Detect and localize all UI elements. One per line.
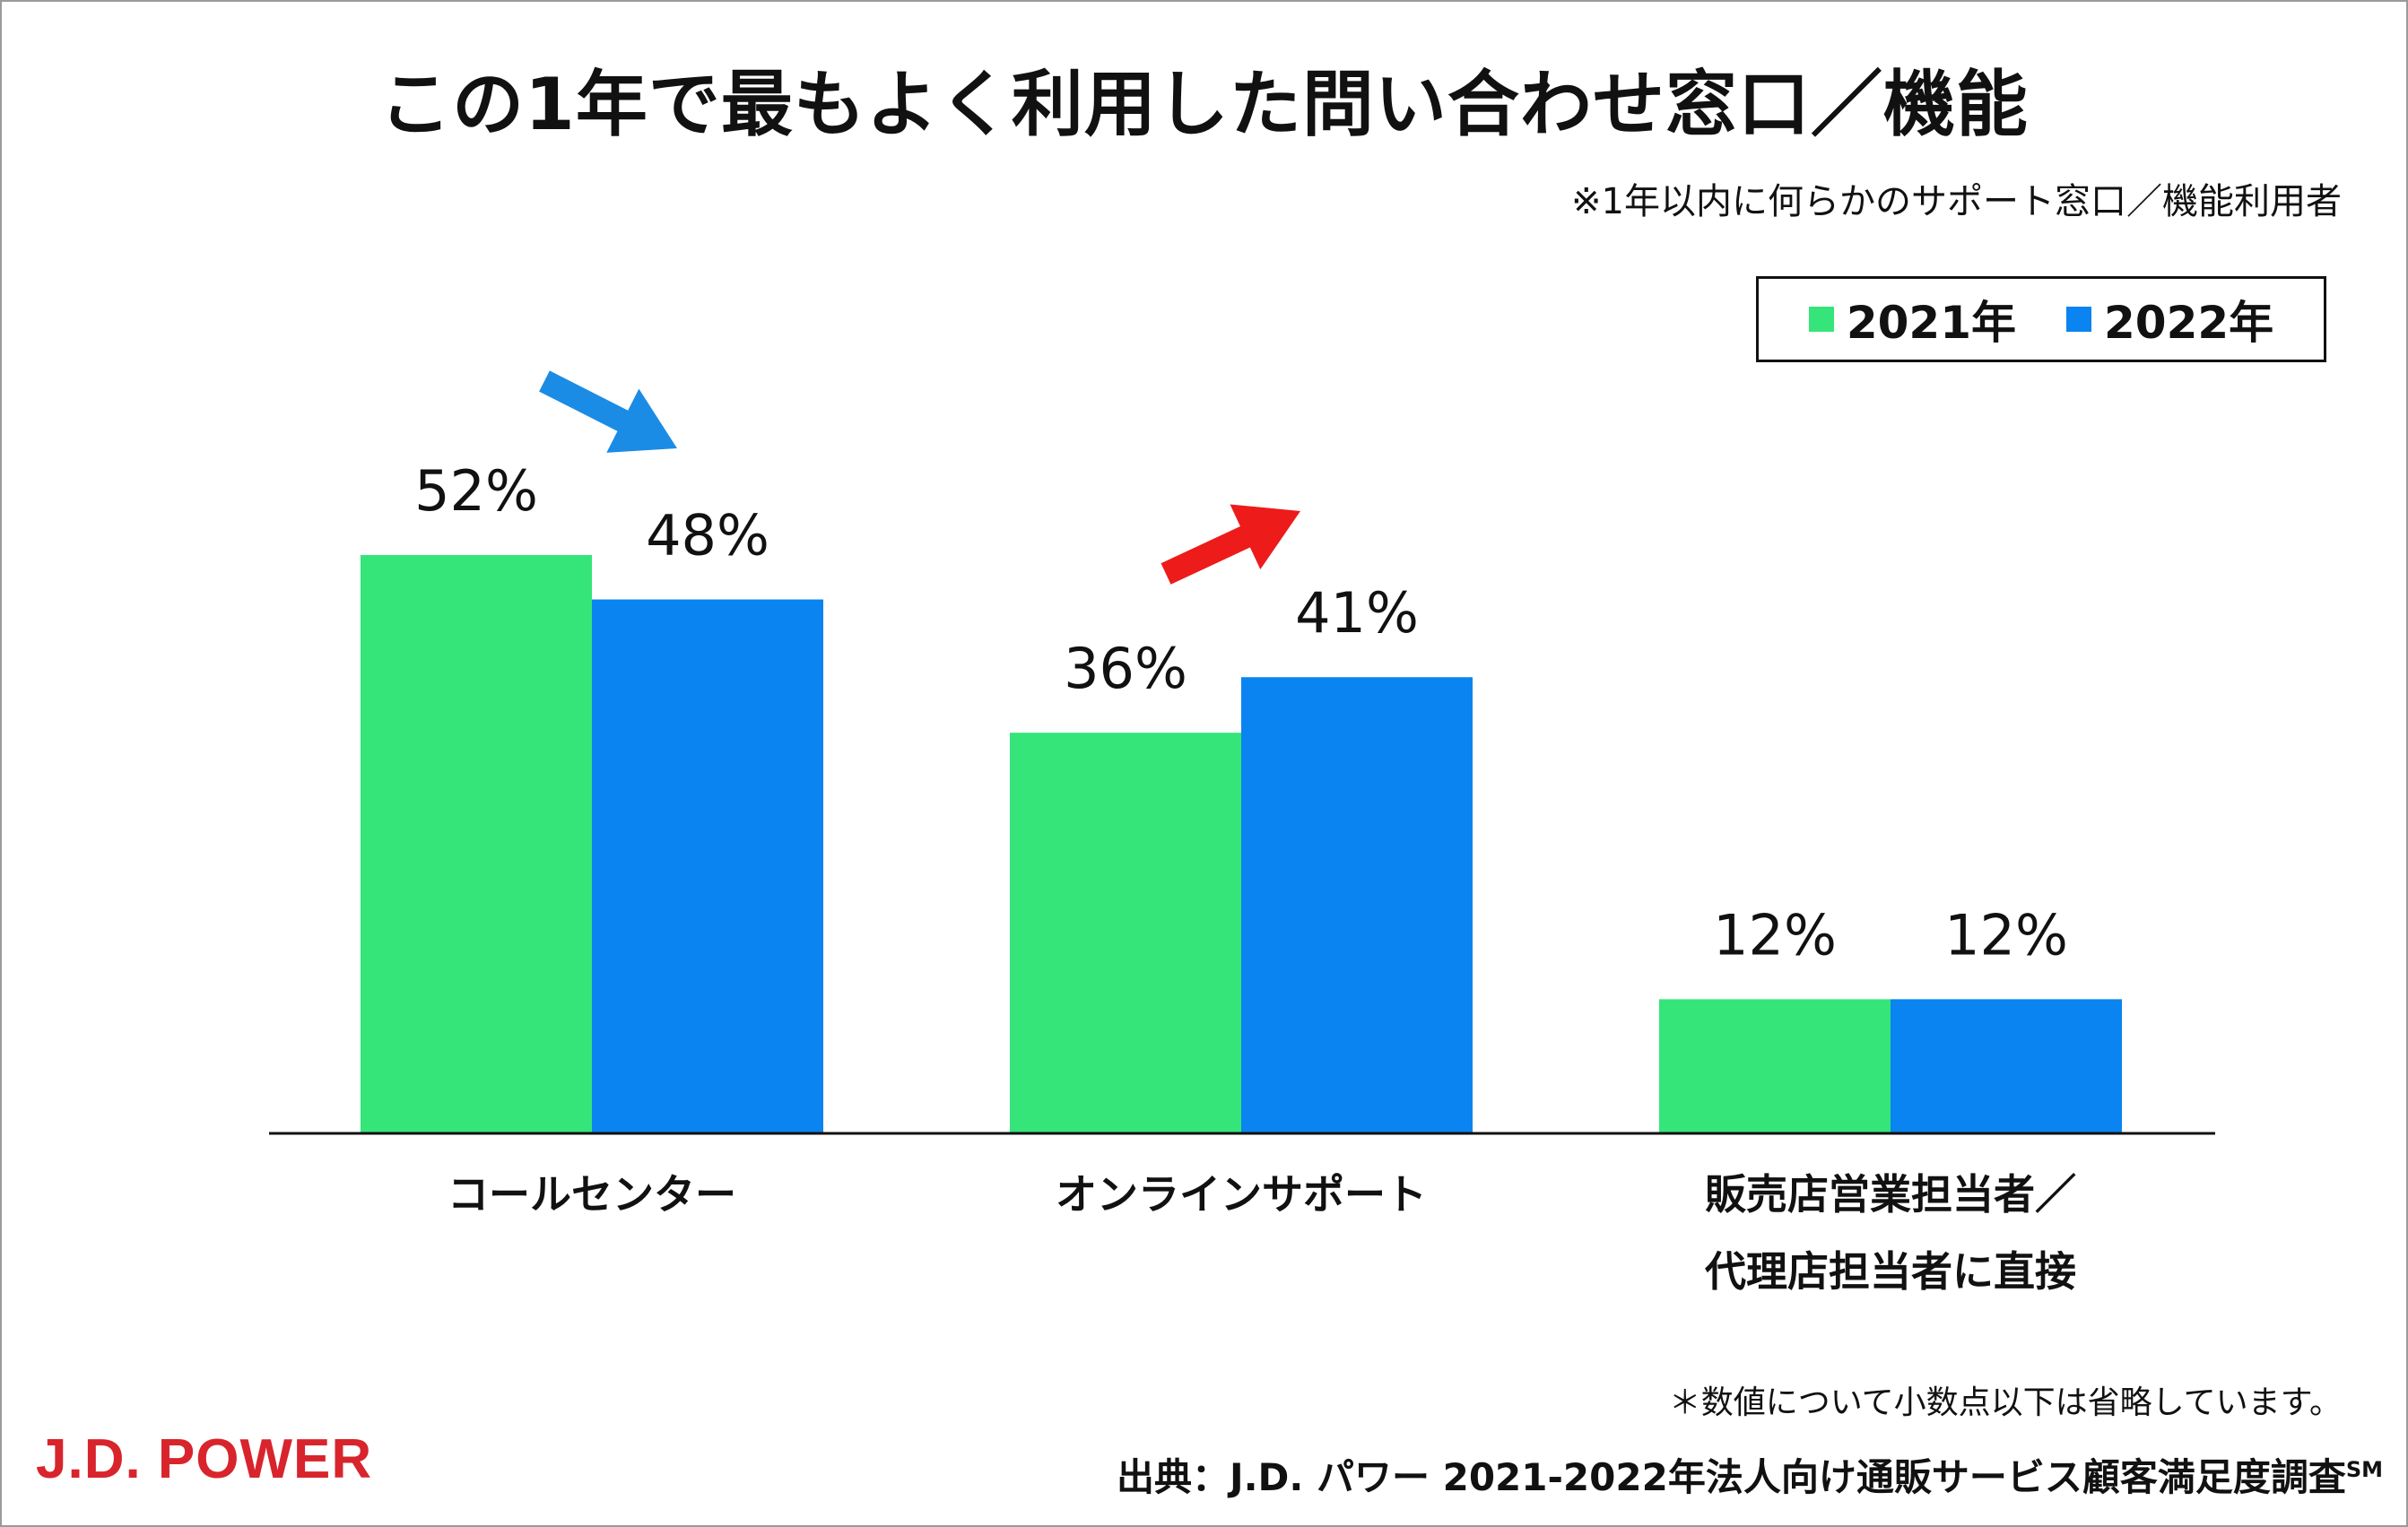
value-label-2021-0: 52% — [414, 458, 538, 524]
legend-item-2022: 2022年 — [2066, 287, 2273, 351]
bar-2021-1 — [1010, 733, 1241, 1132]
category-label-line: 販売店営業担当者／ — [1705, 1170, 2076, 1219]
bar-2022-0 — [592, 599, 823, 1132]
source-superscript: SM — [2345, 1457, 2383, 1482]
category-label-1: オンラインサポート — [972, 1156, 1510, 1233]
source-citation: 出典：J.D. パワー 2021-2022年法人向け通販サービス顧客満足度調査S… — [1117, 1447, 2383, 1502]
category-label-line: オンラインサポート — [1056, 1170, 1427, 1219]
value-label-2021-2: 12% — [1713, 902, 1837, 967]
value-label-2022-0: 48% — [646, 503, 769, 568]
category-label-0: コールセンター — [323, 1156, 861, 1233]
value-label-2022-1: 41% — [1295, 580, 1419, 646]
footnote: ＊数値について小数点以下は省略しています。 — [1668, 1384, 2342, 1421]
chart-title: この1年で最もよく利用した問い合わせ窓口／機能 — [379, 63, 2029, 146]
category-label-2: 販売店営業担当者／ 代理店担当者に直接 — [1621, 1156, 2160, 1310]
value-label-2022-2: 12% — [1944, 902, 2068, 967]
legend-swatch-2022 — [2066, 307, 2091, 332]
chart-subtitle: ※1年以内に何らかのサポート窓口／機能利用者 — [1571, 181, 2342, 222]
bar-2022-1 — [1241, 677, 1473, 1132]
legend-item-2021: 2021年 — [1808, 287, 2016, 351]
source-text: 出典：J.D. パワー 2021-2022年法人向け通販サービス顧客満足度調査 — [1116, 1455, 2346, 1499]
jd-power-logo: J.D. POWER — [36, 1428, 373, 1490]
category-label-line: 代理店担当者に直接 — [1705, 1247, 2076, 1296]
legend-label-2022: 2022年 — [2104, 297, 2274, 349]
legend-swatch-2021 — [1808, 307, 1834, 332]
category-label-line: コールセンター — [448, 1170, 736, 1219]
trend-up-arrow-icon — [1161, 504, 1300, 585]
value-label-2021-1: 36% — [1064, 636, 1187, 701]
bar-2021-2 — [1659, 999, 1891, 1132]
bar-2022-2 — [1891, 999, 2122, 1132]
legend: 2021年 2022年 — [1756, 276, 2326, 362]
trend-down-arrow-icon — [539, 370, 677, 453]
bar-2021-0 — [361, 555, 592, 1132]
legend-label-2021: 2021年 — [1846, 297, 2016, 349]
